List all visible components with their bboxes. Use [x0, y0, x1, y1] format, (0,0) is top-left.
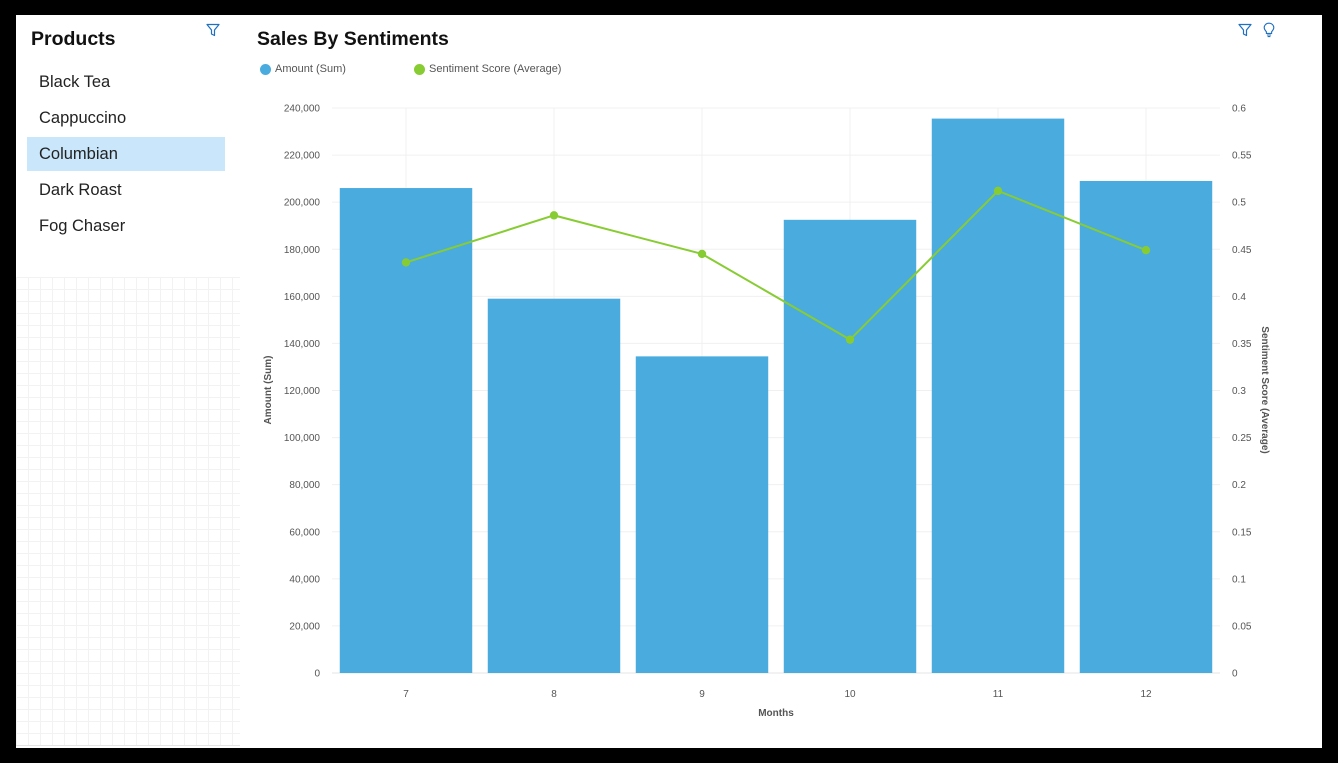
- y2-tick-label: 0.35: [1232, 339, 1252, 350]
- y-tick-label: 80,000: [289, 480, 320, 491]
- lightbulb-icon[interactable]: [1262, 22, 1276, 38]
- legend-swatch-sentiment: [414, 63, 425, 75]
- legend-item-amount[interactable]: Amount (Sum): [260, 63, 346, 75]
- product-item-black-tea[interactable]: Black Tea: [39, 73, 111, 91]
- point-sentiment: [697, 249, 707, 259]
- x-tick-label: 9: [699, 689, 705, 700]
- legend-label-sentiment: Sentiment Score (Average): [429, 63, 562, 75]
- legend-swatch-amount: [260, 63, 271, 75]
- x-tick-label: 11: [993, 689, 1004, 700]
- y2-tick-label: 0.5: [1232, 198, 1246, 209]
- bar-amount: [931, 118, 1065, 673]
- y2-tick-label: 0.1: [1232, 574, 1246, 585]
- y2-tick-label: 0.2: [1232, 480, 1246, 491]
- y2-tick-label: 0.05: [1232, 621, 1252, 632]
- product-item-cappuccino[interactable]: Cappuccino: [39, 109, 127, 127]
- y-tick-label: 240,000: [284, 104, 321, 115]
- y-tick-label: 160,000: [284, 292, 321, 303]
- y-tick-label: 180,000: [284, 245, 321, 256]
- legend-label-amount: Amount (Sum): [275, 63, 346, 75]
- product-list: Black Tea Cappuccino Columbian Dark Roas…: [27, 65, 225, 245]
- product-item-fog-chaser[interactable]: Fog Chaser: [39, 217, 126, 235]
- y-tick-label: 60,000: [289, 527, 320, 538]
- y2-tick-label: 0.25: [1232, 433, 1252, 444]
- y-tick-label: 220,000: [284, 151, 321, 162]
- y2-tick-label: 0.4: [1232, 292, 1246, 303]
- empty-list-area: [16, 277, 240, 746]
- point-sentiment: [993, 186, 1003, 196]
- filter-icon[interactable]: [1238, 23, 1252, 37]
- x-tick-label: 7: [403, 689, 409, 700]
- y-tick-label: 100,000: [284, 433, 321, 444]
- bar-amount: [487, 298, 621, 673]
- bar-amount: [635, 356, 769, 673]
- y2-tick-label: 0: [1232, 669, 1238, 680]
- y2-tick-label: 0.6: [1232, 104, 1246, 115]
- y-tick-label: 20,000: [289, 621, 320, 632]
- x-tick-label: 10: [844, 689, 856, 700]
- y2-tick-label: 0.3: [1232, 386, 1246, 397]
- y-axis-title: Amount (Sum): [263, 356, 274, 425]
- sales-chart: 0 20,000 40,000 60,000 80,000 100,000 120,000 1…: [263, 104, 1270, 720]
- x-tick-label: 8: [551, 689, 557, 700]
- y-tick-label: 40,000: [289, 574, 320, 585]
- x-axis-title: Months: [758, 708, 794, 719]
- y2-axis-title: Sentiment Score (Average): [1259, 326, 1270, 453]
- line-sentiment: [405, 189, 1147, 341]
- x-tick-label: 12: [1140, 689, 1152, 700]
- y-tick-label: 0: [314, 669, 320, 680]
- product-item-columbian[interactable]: Columbian: [27, 137, 225, 171]
- bar-amount: [783, 219, 917, 673]
- point-sentiment: [401, 258, 411, 267]
- y-tick-label: 140,000: [284, 339, 321, 350]
- filter-icon[interactable]: [206, 23, 220, 37]
- y2-tick-label: 0.15: [1232, 527, 1252, 538]
- y2-tick-label: 0.45: [1232, 245, 1252, 256]
- products-title: Products: [31, 28, 116, 50]
- product-item-dark-roast[interactable]: Dark Roast: [39, 181, 122, 199]
- point-sentiment: [845, 335, 855, 344]
- legend-item-sentiment[interactable]: Sentiment Score (Average): [414, 63, 561, 75]
- bar-amount: [1079, 180, 1213, 673]
- bar-amount: [339, 188, 473, 673]
- chart-title: Sales By Sentiments: [257, 28, 449, 50]
- dashboard-frame: Products Black Tea Cappuccino Columbian …: [16, 15, 1322, 748]
- y-tick-label: 120,000: [284, 386, 321, 397]
- point-sentiment: [549, 211, 559, 220]
- point-sentiment: [1141, 245, 1151, 255]
- products-panel: Products Black Tea Cappuccino Columbian …: [16, 15, 240, 748]
- y2-tick-label: 0.55: [1232, 151, 1252, 162]
- y-tick-label: 200,000: [284, 198, 321, 209]
